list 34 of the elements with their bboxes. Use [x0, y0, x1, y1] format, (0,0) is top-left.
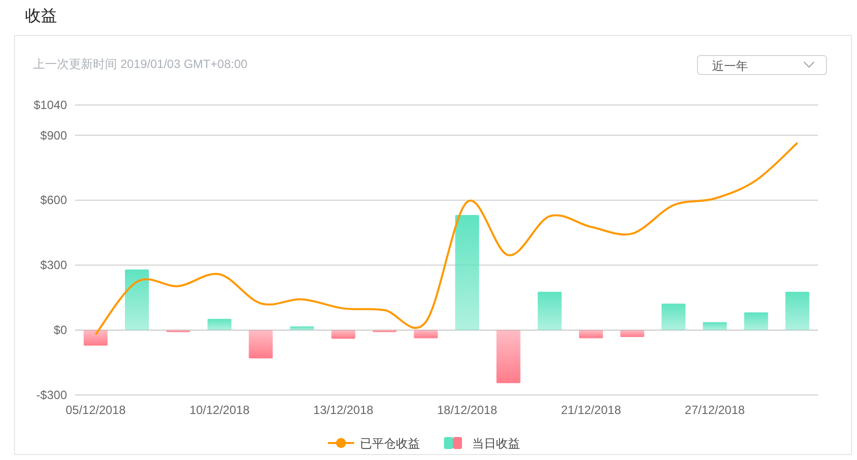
y-tick-label: $600: [40, 193, 68, 208]
x-tick-label: 05/12/2018: [66, 403, 126, 417]
text: 近一年: [712, 59, 748, 73]
bar: [662, 304, 686, 330]
bar: [248, 330, 273, 358]
legend-label: 当日收益: [472, 436, 520, 450]
y-tick-label: $900: [40, 128, 68, 142]
bar: [620, 330, 644, 337]
bar: [455, 214, 480, 330]
x-tick-label: 21/12/2018: [560, 403, 622, 417]
chart-title: 收益: [25, 7, 57, 25]
x-tick-label: 18/12/2018: [437, 403, 498, 417]
y-tick-label: $0: [54, 323, 68, 338]
bar: [124, 269, 149, 330]
legend-label: 已平仓收益: [360, 436, 420, 450]
bar: [744, 312, 768, 330]
bar: [702, 322, 727, 330]
bar: [84, 330, 108, 346]
bar: [538, 292, 562, 330]
x-tick-label: 13/12/2018: [313, 403, 374, 417]
bar: [785, 292, 810, 330]
x-tick-label: 10/12/2018: [189, 403, 250, 417]
bar: [331, 330, 356, 339]
bar: [290, 326, 314, 330]
text: 上一次更新时间 2019/01/03 GMT+08:00: [33, 57, 248, 71]
y-tick-label: $300: [40, 258, 68, 272]
bar: [579, 330, 603, 338]
bar: [208, 318, 232, 330]
y-tick-label: $1040: [34, 98, 68, 112]
bar: [496, 330, 520, 384]
x-tick-label: 27/12/2018: [684, 403, 746, 417]
bar: [414, 330, 438, 338]
y-tick-label: -$300: [36, 388, 68, 402]
line-series: [94, 142, 798, 336]
